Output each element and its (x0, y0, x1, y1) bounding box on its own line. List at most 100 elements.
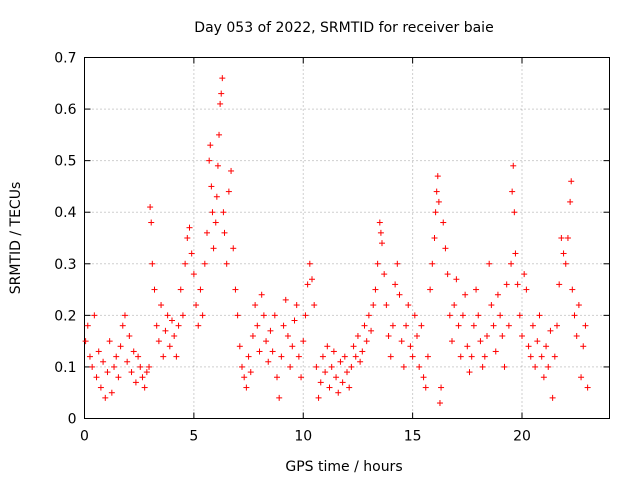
data-point (470, 322, 477, 329)
data-point (352, 353, 359, 360)
data-point (560, 250, 567, 257)
data-point (276, 394, 283, 401)
data-point (148, 219, 155, 226)
data-point (304, 281, 311, 288)
data-point (400, 363, 407, 370)
data-point (210, 245, 217, 252)
data-point (217, 100, 224, 107)
chart-title: Day 053 of 2022, SRMTID for receiver bai… (194, 20, 493, 36)
data-point (376, 219, 383, 226)
x-tick-label: 5 (189, 429, 198, 445)
y-tick-label: 0.7 (54, 51, 76, 67)
data-point (422, 384, 429, 391)
data-point (139, 374, 146, 381)
data-point (269, 348, 276, 355)
data-point (130, 348, 137, 355)
data-point (429, 260, 436, 267)
data-point (459, 312, 466, 319)
data-point (442, 245, 449, 252)
data-point (204, 229, 210, 236)
data-point (95, 348, 102, 355)
data-point (494, 291, 501, 298)
data-point (128, 369, 135, 376)
data-point (427, 286, 434, 293)
data-point (523, 286, 530, 293)
data-point (545, 363, 552, 370)
data-point (153, 322, 160, 329)
data-point (403, 322, 410, 329)
x-tick-label: 0 (80, 429, 89, 445)
data-point (479, 363, 486, 370)
data-point (477, 338, 484, 345)
data-point (510, 162, 517, 169)
data-point (464, 343, 471, 350)
y-tick-label: 0.3 (54, 257, 76, 273)
data-point (368, 327, 375, 334)
data-point (540, 374, 547, 381)
data-point (567, 198, 574, 205)
data-point (258, 291, 265, 298)
data-point (481, 353, 488, 360)
data-point (254, 322, 261, 329)
data-point (372, 286, 379, 293)
data-point (263, 338, 270, 345)
data-point (392, 281, 399, 288)
data-point (115, 374, 122, 381)
data-point (236, 343, 243, 350)
data-point (293, 302, 300, 309)
data-point (433, 188, 440, 195)
data-point (315, 394, 322, 401)
data-point (357, 358, 364, 365)
data-point (143, 369, 150, 376)
data-point (568, 178, 575, 185)
data-point (344, 369, 350, 376)
data-point (381, 271, 388, 278)
data-point (104, 369, 111, 376)
data-point (434, 173, 441, 180)
data-point (322, 369, 329, 376)
data-point (339, 379, 346, 386)
data-point (370, 302, 377, 309)
data-point (457, 353, 464, 360)
data-point (411, 312, 418, 319)
data-point (475, 312, 482, 319)
data-point (86, 353, 93, 360)
data-point (243, 384, 250, 391)
data-point (306, 260, 313, 267)
data-point (97, 384, 104, 391)
data-point (501, 363, 508, 370)
data-point (274, 374, 280, 381)
data-point (488, 302, 495, 309)
data-point (106, 338, 113, 345)
data-point (173, 353, 180, 360)
data-points (82, 75, 591, 407)
data-point (519, 332, 525, 339)
grid-lines (84, 57, 610, 419)
data-point (239, 363, 245, 370)
data-point (177, 286, 184, 293)
data-point (289, 343, 296, 350)
data-point (416, 363, 423, 370)
data-point (398, 338, 405, 345)
data-point (414, 332, 420, 339)
data-point (93, 374, 100, 381)
data-point (432, 209, 439, 216)
data-point (190, 271, 197, 278)
data-point (137, 363, 144, 370)
data-point (230, 245, 237, 252)
data-point (409, 353, 416, 360)
data-point (166, 343, 173, 350)
data-point (387, 353, 394, 360)
data-point (278, 353, 285, 360)
data-point (330, 348, 337, 355)
y-axis-label: SRMTID / TECUs (8, 182, 24, 295)
data-point (319, 353, 326, 360)
data-point (521, 271, 528, 278)
data-point (252, 302, 259, 309)
data-point (324, 343, 331, 350)
data-point (280, 322, 287, 329)
data-point (536, 312, 543, 319)
data-point (449, 338, 455, 345)
data-point (208, 183, 215, 190)
data-point (512, 250, 519, 257)
